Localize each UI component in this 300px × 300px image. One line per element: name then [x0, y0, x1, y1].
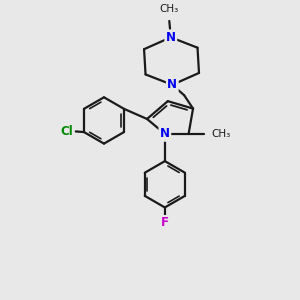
Text: N: N: [160, 127, 170, 140]
Text: CH₃: CH₃: [160, 4, 179, 14]
Text: N: N: [167, 78, 177, 91]
Text: CH₃: CH₃: [212, 129, 231, 139]
Text: F: F: [161, 216, 169, 230]
Text: N: N: [166, 31, 176, 44]
Text: Cl: Cl: [60, 125, 73, 138]
